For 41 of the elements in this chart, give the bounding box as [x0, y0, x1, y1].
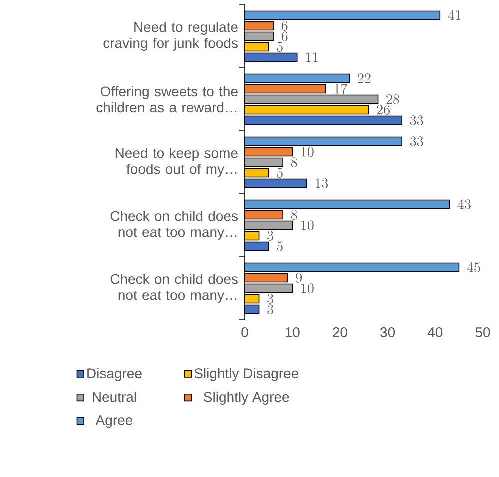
data-label: 10	[302, 220, 314, 230]
data-label: 33	[410, 116, 424, 126]
data-label: 43	[458, 199, 471, 210]
data-label: 22	[358, 74, 371, 84]
data-label: 6	[282, 21, 288, 31]
data-label: 10	[302, 284, 314, 294]
y-tick-label: Check on child does not eat too many…	[110, 210, 238, 240]
x-tick-label: 50	[476, 328, 490, 338]
legend-label: Slightly Disagree	[194, 368, 299, 382]
data-label: 3	[268, 231, 274, 241]
data-label: 9	[296, 273, 302, 283]
x-tick-label: 0	[242, 328, 248, 338]
x-tick-label: 10	[286, 328, 300, 338]
legend-label: Neutral	[93, 392, 136, 402]
data-label: 3	[268, 304, 274, 314]
data-label: 33	[410, 136, 424, 146]
data-label: 5	[277, 42, 283, 52]
data-label: 11	[306, 52, 318, 62]
y-tick-label: Check on child does not eat too many…	[110, 274, 238, 304]
y-tick-label: Need to keep some foods out of my…	[116, 148, 238, 178]
data-label: 17	[334, 84, 348, 94]
data-label: 26	[377, 105, 390, 115]
data-label: 3	[268, 294, 274, 304]
data-label: 13	[316, 178, 328, 188]
data-label: 8	[291, 158, 298, 168]
data-label: 8	[291, 210, 298, 220]
legend-label: Disagree	[88, 368, 142, 382]
y-tick-label: Offering sweets to the children as a reward…	[96, 86, 238, 113]
x-tick-label: 30	[380, 328, 396, 338]
data-label: 5	[277, 242, 283, 252]
data-label: 10	[302, 147, 314, 157]
data-label: 45	[467, 262, 480, 272]
legend-label: Agree	[96, 416, 133, 428]
data-label: 28	[386, 94, 400, 104]
data-label: 5	[277, 168, 283, 178]
data-label: 6	[282, 32, 288, 42]
x-tick-label: 40	[428, 328, 443, 338]
legend-label: Slightly Agree	[204, 392, 290, 405]
y-tick-label: Need to regulate craving for junk foods	[104, 22, 238, 52]
data-label: 41	[448, 10, 461, 20]
x-tick-label: 20	[333, 328, 348, 338]
